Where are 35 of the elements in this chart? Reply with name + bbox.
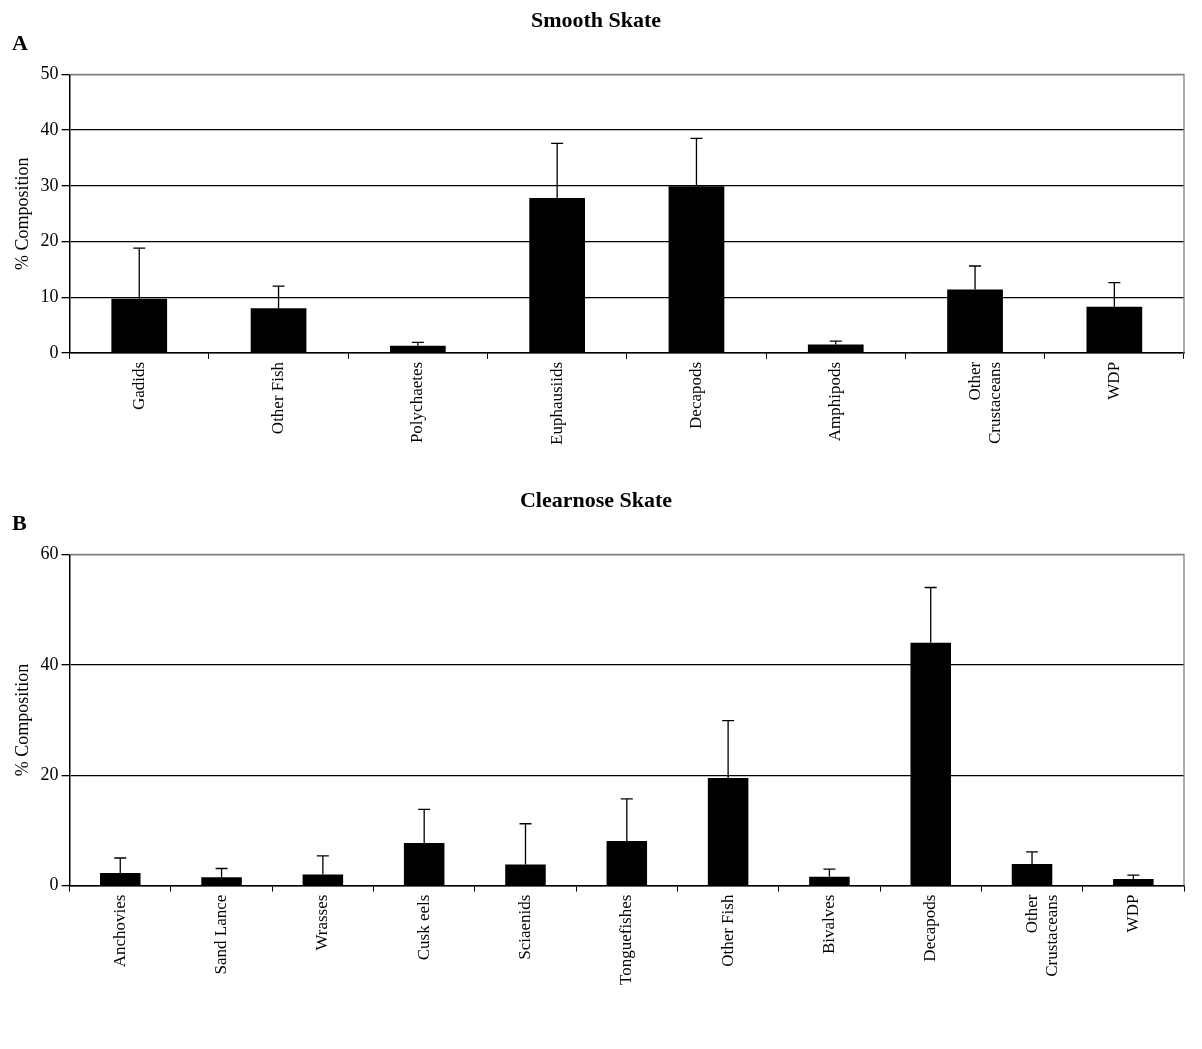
x-tick-label: Other Fish bbox=[268, 361, 288, 435]
x-tick-label: Decapods bbox=[685, 361, 705, 429]
x-tick-label: Other Crustaceans bbox=[1021, 894, 1061, 977]
x-tick-label: Sand Lance bbox=[211, 894, 231, 975]
x-tick-label: Cusk eels bbox=[413, 894, 433, 961]
chart-title: Clearnose Skate bbox=[519, 486, 673, 512]
x-tick-label: Tonguefishes bbox=[616, 894, 636, 985]
y-tick-label: 10 bbox=[40, 285, 59, 306]
y-tick-label: 20 bbox=[40, 763, 59, 784]
y-tick-label: 40 bbox=[40, 653, 59, 674]
y-axis-title: % Composition bbox=[11, 157, 32, 270]
x-tick-label: Bivalves bbox=[818, 894, 838, 955]
x-tick-label: Decapods bbox=[920, 894, 940, 962]
y-tick-label: 0 bbox=[49, 874, 59, 895]
x-tick-label: Amphipods bbox=[825, 361, 845, 442]
y-tick-label: 40 bbox=[40, 118, 59, 139]
x-tick-label: WDP bbox=[1103, 361, 1123, 400]
x-tick-label: Wrasses bbox=[312, 894, 332, 951]
y-tick-label: 0 bbox=[49, 341, 59, 362]
x-tick-label: Polychaetes bbox=[407, 361, 427, 444]
y-tick-label: 20 bbox=[40, 230, 59, 251]
y-tick-label: 60 bbox=[40, 543, 59, 564]
chart-title: Smooth Skate bbox=[530, 6, 662, 32]
x-tick-label: Gadids bbox=[128, 361, 148, 411]
x-tick-label: Anchovies bbox=[109, 894, 129, 968]
x-tick-label: Other Fish bbox=[717, 894, 737, 967]
text: B bbox=[12, 510, 27, 536]
y-tick-label: 30 bbox=[40, 174, 59, 195]
x-tick-label: WDP bbox=[1122, 894, 1142, 933]
y-tick-label: 50 bbox=[40, 63, 59, 84]
y-axis-title: % Composition bbox=[11, 663, 32, 777]
x-tick-label: Other Crustaceans bbox=[964, 361, 1004, 445]
x-tick-label: Sciaenids bbox=[514, 894, 534, 960]
x-tick-label: Euphausiids bbox=[546, 361, 566, 445]
text: A bbox=[12, 30, 28, 56]
